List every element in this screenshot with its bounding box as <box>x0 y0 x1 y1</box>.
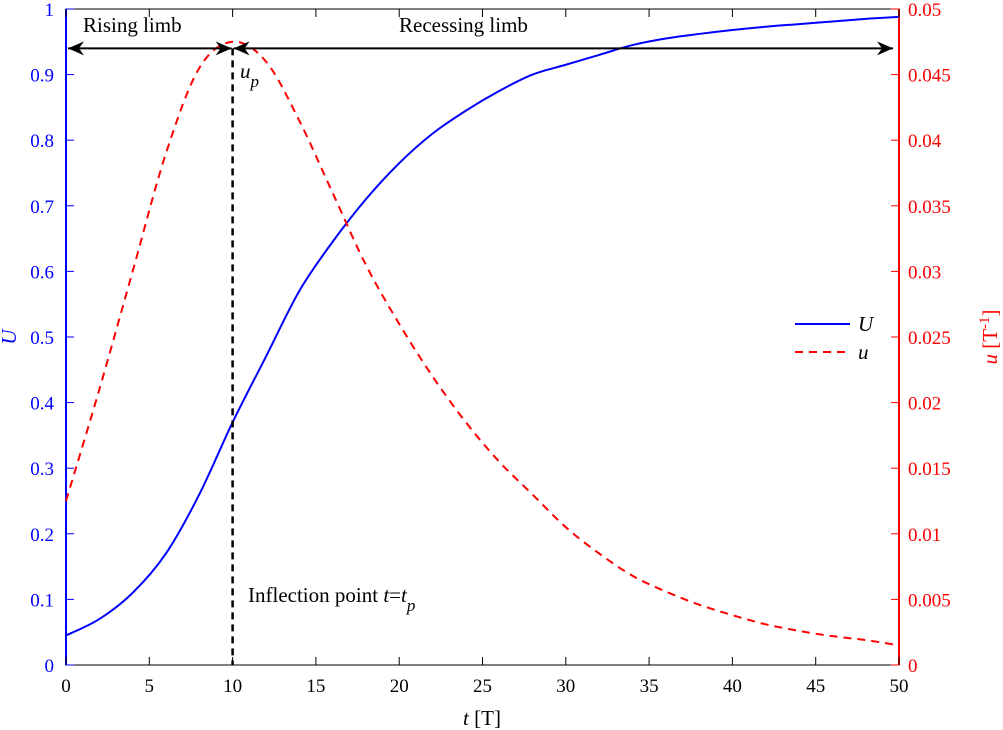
recessing-limb-label: Recessing limb <box>399 13 528 37</box>
right-y-tick-label: 0.025 <box>908 328 951 349</box>
x-tick-label: 35 <box>640 676 659 697</box>
legend-label-U: U <box>858 312 875 336</box>
x-tick-label: 15 <box>306 676 325 697</box>
recessing-limb-arrow-head <box>877 41 893 56</box>
legend-label-u: u <box>858 340 869 364</box>
right-y-tick-label: 0.01 <box>908 525 941 546</box>
left-y-tick-label: 0.4 <box>30 394 54 415</box>
limb-arrows <box>68 41 893 56</box>
rising-limb-label: Rising limb <box>83 13 182 37</box>
inflection-label: Inflection point t=tp <box>248 583 415 615</box>
x-tick-label: 10 <box>223 676 242 697</box>
left-y-tick-label: 1 <box>45 0 55 21</box>
right-y-tick-label: 0.045 <box>908 66 951 87</box>
left-y-tick-label: 0.2 <box>30 525 54 546</box>
left-y-tick-label: 0.9 <box>30 66 54 87</box>
left-y-tick-label: 0.8 <box>30 131 54 152</box>
rising-limb-arrow-head <box>68 41 84 56</box>
x-tick-label: 30 <box>556 676 575 697</box>
series-line-U <box>65 15 900 637</box>
left-y-axis-label: U <box>0 328 21 345</box>
left-y-axis-ticks: 0 0.1 0.2 0.3 0.4 0.5 0.6 0.7 0.8 0.9 1 <box>30 0 74 677</box>
left-y-tick-label: 0.7 <box>30 197 54 218</box>
series-line-u <box>65 40 900 647</box>
x-tick-label: 0 <box>61 676 71 697</box>
left-y-tick-label: 0.5 <box>30 328 54 349</box>
right-y-tick-label: 0.02 <box>908 394 941 415</box>
x-tick-label: 20 <box>390 676 409 697</box>
right-y-tick-label: 0.035 <box>908 197 951 218</box>
x-tick-label: 5 <box>145 676 155 697</box>
legend: U u <box>795 312 875 364</box>
peak-label: up <box>240 59 259 91</box>
x-axis-label: t [T] <box>463 706 501 730</box>
left-y-tick-label: 0.6 <box>30 262 54 283</box>
x-tick-label: 50 <box>890 676 909 697</box>
recessing-limb-arrow-head <box>233 41 250 56</box>
left-y-tick-label: 0 <box>45 656 55 677</box>
right-y-tick-label: 0 <box>908 656 918 677</box>
right-y-tick-label: 0.03 <box>908 262 941 283</box>
x-tick-label: 45 <box>806 676 825 697</box>
right-y-axis-label: u [T-1] <box>977 309 1002 364</box>
right-y-tick-label: 0.005 <box>908 590 951 611</box>
right-y-axis-ticks: 0 0.005 0.01 0.015 0.02 0.025 0.03 0.035 0.04 0.0… <box>891 0 951 677</box>
rising-limb-arrow-head <box>215 41 232 56</box>
right-y-tick-label: 0.04 <box>908 131 942 152</box>
left-y-tick-label: 0.3 <box>30 459 54 480</box>
right-y-tick-label: 0.05 <box>908 0 941 21</box>
x-axis-ticks: 0 5 10 15 20 25 30 35 40 45 50 <box>61 9 909 697</box>
right-y-tick-label: 0.015 <box>908 459 951 480</box>
x-tick-label: 25 <box>473 676 492 697</box>
x-tick-label: 40 <box>723 676 742 697</box>
plot-frame <box>65 8 900 666</box>
left-y-tick-label: 0.1 <box>30 590 54 611</box>
